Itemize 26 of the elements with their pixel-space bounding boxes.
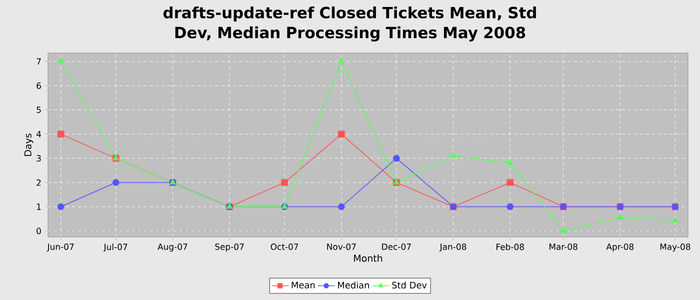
x-tick-label: Sep-07 <box>215 244 244 252</box>
x-tick-label: Oct-07 <box>270 244 298 250</box>
legend-label: Std Dev <box>392 282 427 289</box>
chart-title: drafts-update-ref Closed Tickets Mean, Std Dev, Median Processing Times May 2008 <box>163 6 536 42</box>
x-tick-label: Jan-08 <box>439 244 466 252</box>
y-tick-label: 3 <box>36 155 41 162</box>
x-tick-label: Jun-07 <box>46 244 74 252</box>
x-axis-title: Month <box>354 254 382 262</box>
y-tick-label: 6 <box>36 82 41 89</box>
y-tick-label: 0 <box>36 228 41 234</box>
x-tick-label: Nov-07 <box>327 244 356 250</box>
y-tick-label: 1 <box>37 204 41 210</box>
y-tick-label: 7 <box>36 58 41 65</box>
y-tick-label: 2 <box>36 179 41 186</box>
y-tick-label: 4 <box>36 131 42 138</box>
x-tick-label: Jul-07 <box>103 244 128 252</box>
x-tick-label: Mar-08 <box>550 244 578 250</box>
x-tick-label: Feb-08 <box>496 244 524 250</box>
x-tick-label: Apr-08 <box>606 244 634 252</box>
x-tick-label: May-08 <box>660 244 690 252</box>
legend-label: Median <box>338 282 370 289</box>
x-tick-label: Dec-07 <box>382 244 411 250</box>
y-axis-title: Days <box>24 134 34 156</box>
x-tick-label: Aug-07 <box>158 244 188 252</box>
y-tick-label: 5 <box>36 106 41 114</box>
legend-label: Mean <box>292 282 315 288</box>
